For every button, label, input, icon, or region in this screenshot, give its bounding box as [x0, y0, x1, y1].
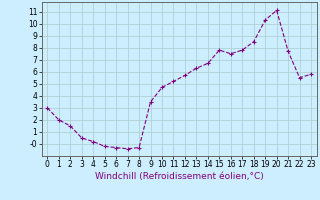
X-axis label: Windchill (Refroidissement éolien,°C): Windchill (Refroidissement éolien,°C)	[95, 172, 264, 181]
